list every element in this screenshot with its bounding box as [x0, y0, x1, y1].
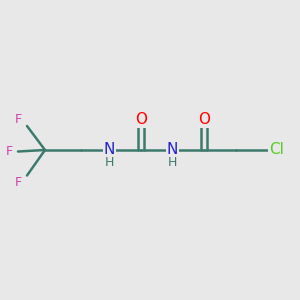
Text: H: H — [105, 156, 114, 169]
Text: O: O — [198, 112, 210, 128]
Text: F: F — [15, 176, 22, 189]
Text: F: F — [15, 113, 22, 126]
Text: F: F — [6, 145, 13, 158]
Text: Cl: Cl — [269, 142, 284, 158]
Text: O: O — [135, 112, 147, 128]
Text: H: H — [168, 156, 177, 169]
Text: N: N — [104, 142, 115, 158]
Text: N: N — [167, 142, 178, 158]
